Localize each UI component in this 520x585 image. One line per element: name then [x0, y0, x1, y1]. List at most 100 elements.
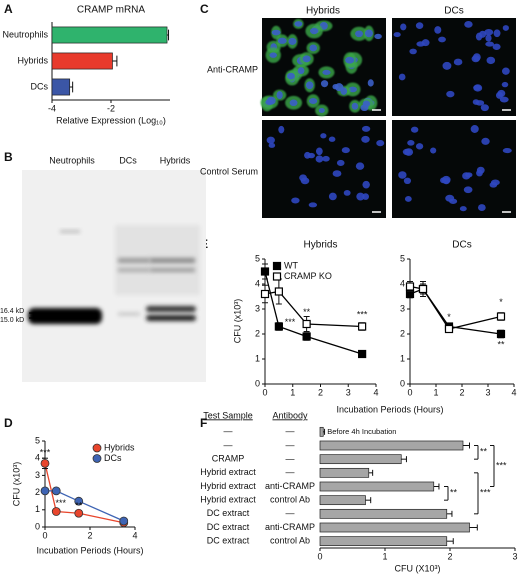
nucleus	[446, 90, 455, 98]
row-label: Control Serum	[200, 166, 258, 176]
antibody-label: anti-CRAMP	[265, 481, 315, 491]
nucleus	[407, 140, 415, 146]
marker	[496, 329, 506, 339]
note: Before 4h Incubation	[327, 427, 396, 436]
panel-label: D	[4, 416, 13, 430]
marker	[74, 496, 84, 506]
nucleus	[485, 41, 495, 47]
nucleus	[415, 143, 424, 150]
nucleus	[484, 28, 494, 36]
nucleus	[465, 172, 473, 178]
chart-title: Hybrids	[304, 240, 338, 251]
series-line	[45, 490, 125, 522]
significance: **	[480, 447, 488, 457]
nucleus	[473, 84, 481, 91]
marker	[302, 332, 311, 341]
nucleus	[276, 91, 283, 100]
x-tick-label: 2	[87, 530, 92, 540]
x-tick-label: 0	[317, 551, 322, 561]
nucleus	[495, 91, 503, 99]
series-line	[409, 285, 502, 330]
nucleus	[286, 72, 295, 80]
nucleus	[393, 32, 401, 38]
significance: ***	[357, 310, 368, 320]
nucleus	[440, 177, 447, 184]
y-tick-label: 3	[400, 303, 405, 313]
bar	[319, 440, 464, 451]
bar	[51, 52, 113, 70]
bar	[319, 536, 448, 547]
y-tick-label: 5	[255, 253, 260, 263]
x-tick-label: 4	[511, 387, 516, 397]
significance: ***	[55, 498, 66, 508]
nucleus	[502, 25, 509, 31]
significance: ***	[285, 317, 296, 327]
legend-label: WT	[284, 260, 298, 270]
mw-marker: 15.0 kD	[0, 317, 24, 324]
nucleus	[445, 194, 455, 202]
nucleus	[438, 36, 446, 43]
series-line	[264, 290, 363, 328]
marker	[358, 349, 367, 359]
nucleus	[374, 33, 382, 40]
column-header: Antibody	[272, 410, 308, 420]
marker	[119, 516, 129, 526]
nucleus	[320, 80, 329, 88]
y-tick-label: 4	[255, 278, 260, 288]
antibody-label: —	[286, 467, 295, 477]
x-tick-label: 1	[382, 551, 387, 561]
x-tick-label: 1	[433, 387, 438, 397]
y-tick-label: 1	[255, 353, 260, 363]
marker	[260, 289, 270, 299]
significance: **	[75, 501, 83, 511]
nucleus	[475, 100, 485, 106]
panel-label: C	[200, 2, 209, 16]
bar	[319, 495, 366, 506]
significance: ***	[40, 447, 51, 457]
nucleus	[336, 159, 345, 167]
y-axis-label: CFU (x10³)	[11, 462, 21, 507]
nucleus	[308, 202, 318, 208]
significance: ***	[496, 460, 507, 470]
nucleus	[289, 99, 298, 107]
nucleus	[499, 96, 509, 103]
nucleus	[360, 104, 369, 112]
sample-label: DC extract	[207, 508, 250, 518]
western-blot	[22, 170, 206, 382]
category-label: DCs	[31, 81, 49, 91]
legend-label: DCs	[104, 453, 122, 463]
nucleus	[364, 29, 373, 38]
nucleus	[266, 136, 275, 144]
nucleus	[318, 107, 325, 113]
antibody-label: —	[286, 508, 295, 518]
y-tick-label: 5	[400, 253, 405, 263]
sample-label: DC extract	[207, 536, 250, 546]
legend-marker	[272, 272, 282, 281]
x-tick-label: 4	[132, 530, 137, 540]
mw-marker: 16.4 kD	[0, 308, 24, 315]
nucleus	[361, 125, 371, 132]
nucleus	[277, 37, 287, 44]
nucleus	[376, 139, 385, 147]
y-tick-label: 0	[255, 378, 260, 388]
x-tick-label: 3	[485, 387, 490, 397]
nucleus	[315, 147, 323, 156]
bar	[319, 508, 448, 519]
bar	[319, 426, 324, 437]
bar	[319, 467, 370, 478]
x-tick-label: -2	[107, 103, 115, 113]
nucleus	[302, 55, 311, 63]
nucleus	[402, 148, 411, 156]
marker	[274, 322, 283, 331]
category-label: Neutrophils	[2, 29, 48, 39]
sample-label: —	[224, 426, 233, 436]
lane-label: Neutrophils	[49, 155, 95, 165]
nucleus	[271, 29, 281, 36]
x-tick-label: 2	[447, 551, 452, 561]
bar	[319, 522, 470, 533]
column-header: Test Sample	[203, 410, 253, 420]
nucleus	[269, 52, 278, 58]
nucleus	[291, 197, 300, 204]
marker	[40, 486, 50, 496]
marker	[444, 324, 454, 334]
